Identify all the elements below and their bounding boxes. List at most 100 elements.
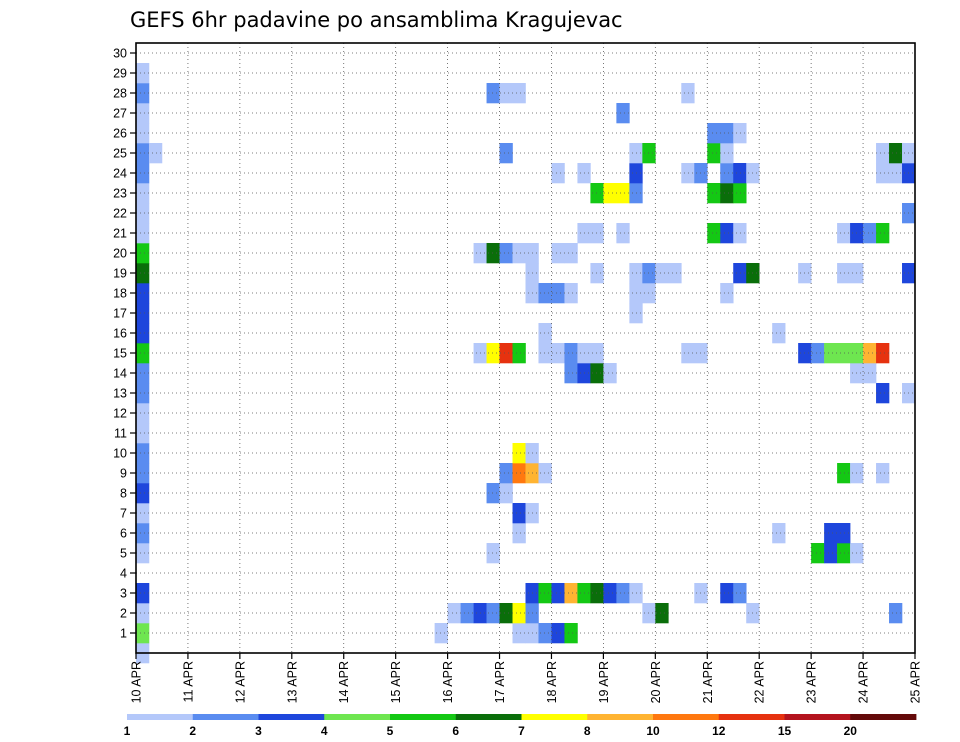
precip-cell (538, 583, 552, 604)
legend-level-label: 5 (387, 724, 394, 738)
precip-cell (590, 583, 604, 604)
precip-cell (551, 583, 565, 604)
precip-cell (136, 543, 150, 564)
y-tick-label: 6 (120, 527, 127, 541)
precip-cell (824, 543, 838, 564)
precip-cell (629, 283, 656, 304)
precip-cell (512, 463, 526, 484)
legend-swatch (784, 714, 851, 720)
legend-swatch (390, 714, 457, 720)
precip-cell (850, 363, 877, 384)
precip-cell (499, 143, 513, 164)
legend-level-label: 12 (712, 724, 726, 738)
y-tick-label: 25 (113, 147, 127, 161)
y-tick-label: 23 (113, 187, 127, 201)
y-tick-label: 8 (120, 487, 127, 501)
precip-cell (136, 143, 150, 164)
legend-level-label: 4 (321, 724, 328, 738)
precip-cell (811, 343, 825, 364)
precip-cell (136, 183, 150, 204)
y-tick-label: 18 (113, 287, 127, 301)
precip-cell (889, 163, 903, 184)
precip-cell (720, 283, 734, 304)
precip-cell (564, 243, 578, 264)
x-tick-label: 10 APR (130, 661, 144, 703)
precip-cell (681, 163, 695, 184)
precip-cell (136, 223, 150, 244)
y-tick-label: 1 (120, 627, 127, 641)
precip-cell (136, 603, 150, 624)
legend-level-label: 2 (189, 724, 196, 738)
precip-cell (538, 623, 552, 644)
y-tick-label: 22 (113, 207, 127, 221)
legend-swatch (127, 714, 194, 720)
y-tick-label: 10 (113, 447, 127, 461)
x-tick-label: 15 APR (389, 661, 403, 703)
y-tick-label: 3 (120, 587, 127, 601)
y-tick-label: 13 (113, 387, 127, 401)
y-tick-label: 20 (113, 247, 127, 261)
precip-cell (551, 163, 565, 184)
precip-cell (603, 583, 617, 604)
precip-cell (824, 523, 851, 544)
y-tick-label: 15 (113, 347, 127, 361)
x-tick-label: 17 APR (493, 661, 507, 703)
precip-cell (538, 463, 552, 484)
legend-swatch (653, 714, 720, 720)
precip-cell (733, 223, 747, 244)
precip-cell (876, 143, 890, 164)
y-tick-label: 28 (113, 87, 127, 101)
precip-cell (512, 623, 526, 644)
precip-cell (681, 343, 708, 364)
precip-cell (136, 503, 150, 524)
precip-cell (551, 243, 565, 264)
precip-cell (707, 143, 721, 164)
precip-cell (824, 343, 864, 364)
precip-cell (564, 363, 578, 384)
y-tick-label: 5 (120, 547, 127, 561)
precip-cell (512, 443, 526, 464)
legend-level-label: 10 (646, 724, 660, 738)
precip-cell (564, 283, 578, 304)
precip-cell (837, 543, 851, 564)
precip-cell (499, 243, 513, 264)
precip-cell (538, 343, 565, 364)
legend-swatch (192, 714, 259, 720)
legend-swatch (324, 714, 391, 720)
precip-cell (136, 263, 150, 284)
precip-cell (551, 623, 565, 644)
x-tick-label: 19 APR (597, 661, 611, 703)
legend-level-label: 7 (518, 724, 525, 738)
legend-swatch (258, 714, 325, 720)
precip-cell (486, 343, 500, 364)
y-tick-label: 29 (113, 67, 127, 81)
precip-cell (889, 143, 903, 164)
precip-cell (889, 603, 903, 624)
legend-swatch (850, 714, 917, 720)
precip-cell (577, 343, 604, 364)
precip-cell (863, 223, 877, 244)
dotted-grid (136, 43, 915, 653)
precip-cell (512, 243, 539, 264)
precip-cell (136, 123, 150, 144)
precip-cell (616, 103, 630, 124)
x-tick-label: 16 APR (441, 661, 455, 703)
precip-cell (136, 163, 150, 184)
precip-cell (499, 603, 513, 624)
precip-cell (720, 183, 734, 204)
x-tick-label: 12 APR (233, 661, 247, 703)
x-tick-label: 11 APR (181, 661, 195, 702)
legend-level-label: 8 (584, 724, 591, 738)
precip-cell (136, 243, 150, 264)
precip-cell (136, 463, 150, 484)
precip-cell (720, 143, 734, 164)
precip-cell (590, 363, 604, 384)
precip-cell (136, 443, 150, 464)
precip-cell (136, 523, 150, 544)
legend-level-label: 1 (124, 724, 131, 738)
precip-cell (136, 343, 150, 364)
precip-cell (148, 143, 163, 164)
precip-cell (486, 543, 500, 564)
precip-cell (136, 583, 150, 604)
